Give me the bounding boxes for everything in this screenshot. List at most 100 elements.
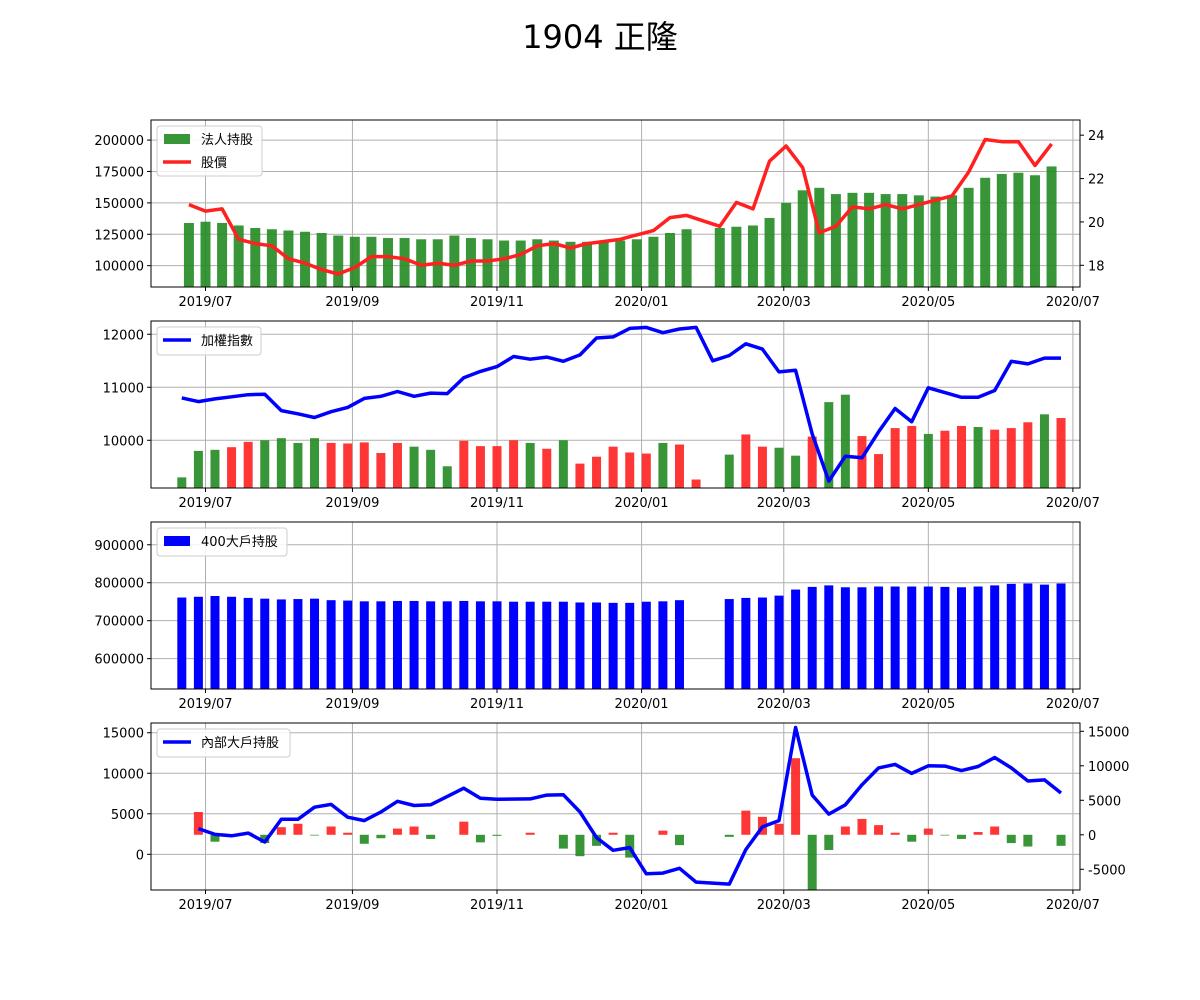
bar	[177, 477, 187, 488]
bar	[857, 436, 867, 488]
bar	[807, 586, 817, 689]
bar	[1006, 583, 1016, 689]
y2-tick-label: 0	[1088, 829, 1096, 844]
y2-tick-label: 5000	[1088, 794, 1121, 809]
axes-frame	[150, 119, 1081, 288]
bar	[525, 601, 535, 689]
bar	[724, 834, 734, 837]
bar	[293, 599, 303, 689]
bar	[565, 241, 576, 287]
bar	[757, 597, 767, 689]
bar	[509, 440, 519, 488]
legend-label: 內部大戶持股	[201, 736, 279, 751]
bar	[840, 826, 850, 835]
bar	[399, 238, 410, 287]
bar	[791, 455, 801, 488]
bar	[210, 834, 220, 842]
bar	[276, 438, 286, 488]
bar	[641, 601, 651, 689]
y-tick-label: 100000	[94, 260, 144, 275]
y-tick-label: 150000	[94, 197, 144, 212]
bar	[316, 233, 327, 287]
bar	[874, 825, 884, 835]
bar	[333, 235, 344, 287]
y-tick-label: 200000	[94, 134, 144, 149]
y-tick-label: 700000	[94, 615, 144, 630]
bar	[210, 596, 220, 689]
bar	[681, 229, 692, 287]
x-tick-label: 2020/05	[901, 496, 955, 511]
x-tick-label: 2019/09	[325, 898, 379, 913]
bar	[724, 599, 734, 689]
bar	[857, 587, 867, 689]
bar	[1046, 166, 1057, 287]
bar	[475, 601, 485, 689]
bar	[359, 442, 369, 488]
bar	[210, 449, 220, 488]
bar	[532, 239, 543, 287]
bar	[923, 828, 933, 835]
bar	[542, 448, 552, 488]
x-tick-label: 2020/03	[757, 496, 811, 511]
bar	[343, 832, 353, 835]
bar	[459, 440, 469, 488]
bar	[1056, 834, 1066, 846]
y-tick-label: 0	[136, 848, 144, 863]
line-series-加權指數	[181, 325, 1061, 483]
bar	[193, 812, 203, 835]
bar	[847, 192, 858, 287]
bar	[774, 447, 784, 488]
bar	[890, 832, 900, 835]
bar	[227, 596, 237, 689]
bar	[250, 227, 261, 287]
bar	[957, 425, 967, 488]
bar	[1023, 834, 1033, 847]
bar	[343, 443, 353, 488]
y-tick-label: 15000	[103, 727, 144, 742]
bar	[376, 834, 386, 839]
x-tick-label: 2019/11	[470, 295, 524, 310]
chart-panel-1: 100000 125000 150000 175000 200000 18 20 22 24 20…	[94, 119, 1105, 310]
x-tick-label: 2020/01	[615, 295, 669, 310]
bar	[359, 834, 369, 844]
bar	[874, 454, 884, 488]
x-tick-label: 2020/07	[1046, 697, 1100, 712]
x-tick-label: 2020/01	[615, 898, 669, 913]
bar	[907, 586, 917, 689]
y-tick-label: 12000	[103, 328, 144, 343]
bar	[558, 440, 568, 488]
bar	[648, 236, 659, 287]
bar	[963, 187, 974, 287]
bar	[310, 438, 320, 488]
bar	[824, 834, 834, 850]
bar	[714, 227, 725, 287]
bar	[343, 600, 353, 689]
line-series-內部大戶持股	[197, 725, 1063, 886]
bar	[1006, 834, 1016, 844]
bar	[923, 586, 933, 689]
bar	[731, 226, 742, 287]
bar	[310, 834, 320, 836]
bar	[499, 240, 510, 287]
x-tick-label: 2019/09	[325, 295, 379, 310]
bar	[747, 225, 758, 287]
x-tick-label: 2019/07	[178, 295, 232, 310]
bar	[200, 221, 211, 287]
bar	[830, 194, 841, 287]
bar	[227, 447, 237, 488]
bar	[592, 834, 602, 846]
y-tick-label: 900000	[94, 539, 144, 554]
x-tick-label: 2020/01	[615, 697, 669, 712]
bar	[658, 601, 668, 689]
bar	[376, 601, 386, 689]
x-tick-label: 2020/03	[757, 697, 811, 712]
bar	[492, 834, 502, 836]
x-tick-label: 2020/07	[1046, 496, 1100, 511]
bar	[426, 834, 436, 839]
legend-box	[156, 527, 288, 557]
bar	[940, 586, 950, 689]
bar	[973, 832, 983, 835]
bar	[907, 425, 917, 488]
bar	[741, 810, 751, 835]
legend-swatch	[164, 536, 190, 546]
